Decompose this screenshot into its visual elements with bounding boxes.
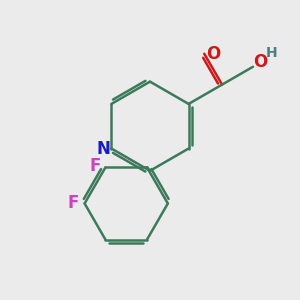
Text: O: O	[253, 53, 268, 71]
Text: O: O	[206, 45, 220, 63]
Text: F: F	[89, 157, 101, 175]
Text: F: F	[68, 194, 79, 212]
Text: N: N	[96, 140, 110, 158]
Text: H: H	[266, 46, 277, 60]
